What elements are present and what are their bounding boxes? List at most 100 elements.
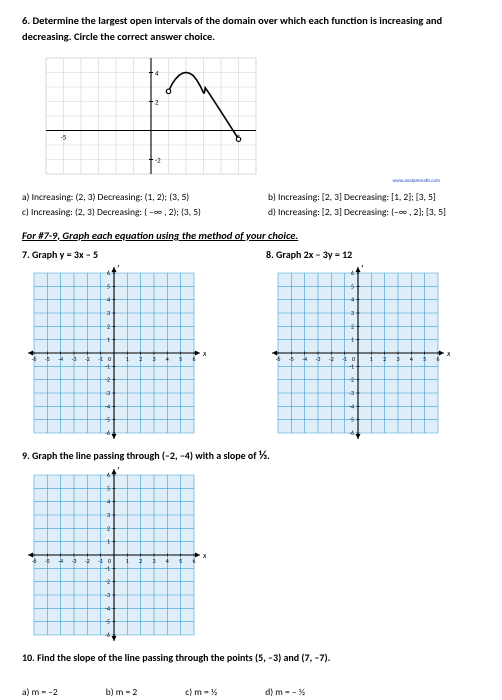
svg-text:-3: -3 xyxy=(72,355,77,363)
svg-text:-6: -6 xyxy=(32,557,37,565)
svg-text:6: 6 xyxy=(351,269,354,277)
svg-text:-4: -4 xyxy=(349,402,354,410)
svg-text:-4: -4 xyxy=(105,402,110,410)
q10-option-b[interactable]: b) m = 2 xyxy=(106,686,137,698)
q6-option-c[interactable]: c) Increasing: (2, 3) Decreasing: ( –∞ ,… xyxy=(22,205,234,219)
svg-text:-5: -5 xyxy=(289,355,294,363)
svg-text:2: 2 xyxy=(351,322,354,330)
svg-text:3: 3 xyxy=(107,511,110,519)
svg-text:-6: -6 xyxy=(32,355,37,363)
q10-option-a[interactable]: a) m = –2 xyxy=(22,686,58,698)
q8-grid: xy-6-6-5-5-4-4-3-3-2-2-1-11122334455660 xyxy=(266,265,480,441)
svg-text:y: y xyxy=(117,467,121,471)
svg-text:-4: -4 xyxy=(58,355,63,363)
svg-text:-2: -2 xyxy=(155,156,161,165)
svg-text:5: 5 xyxy=(179,557,182,565)
svg-text:-3: -3 xyxy=(349,389,354,397)
svg-text:-5: -5 xyxy=(61,133,67,142)
q6-answer-choices: a) Increasing: (2, 3) Decreasing: (1, 2)… xyxy=(22,190,480,219)
svg-text:5: 5 xyxy=(351,282,354,290)
svg-text:0: 0 xyxy=(352,355,355,363)
svg-text:-2: -2 xyxy=(349,376,354,384)
svg-text:4: 4 xyxy=(410,355,413,363)
svg-text:5: 5 xyxy=(179,355,182,363)
svg-text:-1: -1 xyxy=(98,557,103,565)
q7-title: 7. Graph y = 3x – 5 xyxy=(22,248,236,261)
svg-text:2: 2 xyxy=(155,98,159,107)
svg-text:0: 0 xyxy=(108,355,111,363)
svg-text:-1: -1 xyxy=(98,355,103,363)
svg-text:-3: -3 xyxy=(316,355,321,363)
svg-text:1: 1 xyxy=(126,355,129,363)
svg-text:4: 4 xyxy=(166,557,169,565)
q6-prompt-line2: decreasing. Circle the correct answer ch… xyxy=(22,30,480,44)
svg-text:-6: -6 xyxy=(105,631,110,639)
svg-text:-4: -4 xyxy=(302,355,307,363)
svg-text:4: 4 xyxy=(107,498,110,506)
q9-grid: xy-6-6-5-5-4-4-3-3-2-2-1-11122334455660 xyxy=(22,467,480,643)
svg-text:5: 5 xyxy=(107,282,110,290)
q9-title-frac: ⅓ xyxy=(259,449,267,463)
q10-option-c[interactable]: c) m = ½ xyxy=(185,686,217,698)
q8-title: 8. Graph 2x – 3y = 12 xyxy=(266,248,480,261)
svg-text:3: 3 xyxy=(107,309,110,317)
svg-text:-2: -2 xyxy=(85,355,90,363)
q6-prompt-line1: 6. Determine the largest open intervals … xyxy=(22,14,480,28)
svg-text:-1: -1 xyxy=(342,355,347,363)
svg-text:6: 6 xyxy=(436,355,439,363)
section-7-9-heading: For #7-9, Graph each equation using the … xyxy=(22,229,480,242)
svg-text:1: 1 xyxy=(107,336,110,344)
svg-text:1: 1 xyxy=(126,557,129,565)
svg-text:6: 6 xyxy=(192,355,195,363)
svg-text:y: y xyxy=(361,265,365,269)
svg-text:4: 4 xyxy=(107,296,110,304)
svg-text:-5: -5 xyxy=(105,416,110,424)
svg-text:-3: -3 xyxy=(105,389,110,397)
svg-text:2: 2 xyxy=(107,524,110,532)
svg-text:-1: -1 xyxy=(349,362,354,370)
svg-text:-4: -4 xyxy=(58,557,63,565)
svg-text:-2: -2 xyxy=(329,355,334,363)
svg-text:4: 4 xyxy=(351,296,354,304)
svg-text:4: 4 xyxy=(155,69,159,78)
svg-text:x: x xyxy=(446,349,450,359)
q6-option-b[interactable]: b) Increasing: [2, 3] Decreasing: [1, 2]… xyxy=(268,190,480,204)
svg-text:5: 5 xyxy=(423,355,426,363)
svg-text:5: 5 xyxy=(107,484,110,492)
svg-text:-5: -5 xyxy=(45,355,50,363)
svg-text:1: 1 xyxy=(351,336,354,344)
q9-title-post: . xyxy=(267,449,270,462)
svg-text:3: 3 xyxy=(152,557,155,565)
svg-text:y: y xyxy=(117,265,121,269)
svg-text:-6: -6 xyxy=(276,355,281,363)
q7-grid: xy-6-6-5-5-4-4-3-3-2-2-1-11122334455660 xyxy=(22,265,236,441)
svg-text:x: x xyxy=(202,349,206,359)
svg-text:-5: -5 xyxy=(349,416,354,424)
q6-option-a[interactable]: a) Increasing: (2, 3) Decreasing: (1, 2)… xyxy=(22,190,234,204)
svg-text:-1: -1 xyxy=(105,362,110,370)
svg-text:-5: -5 xyxy=(45,557,50,565)
svg-text:6: 6 xyxy=(107,471,110,479)
svg-text:-2: -2 xyxy=(105,376,110,384)
q10-option-d[interactable]: d) m = – ½ xyxy=(265,686,305,698)
svg-text:3: 3 xyxy=(396,355,399,363)
svg-text:1: 1 xyxy=(107,538,110,546)
svg-text:x: x xyxy=(202,551,206,561)
svg-text:3: 3 xyxy=(152,355,155,363)
svg-text:3: 3 xyxy=(351,309,354,317)
svg-text:-2: -2 xyxy=(105,578,110,586)
svg-text:-2: -2 xyxy=(85,557,90,565)
svg-text:-6: -6 xyxy=(349,429,354,437)
svg-text:0: 0 xyxy=(108,557,111,565)
svg-text:-3: -3 xyxy=(72,557,77,565)
svg-text:1: 1 xyxy=(370,355,373,363)
q9-title-pre: 9. Graph the line passing through (–2, –… xyxy=(22,449,259,462)
svg-text:2: 2 xyxy=(139,355,142,363)
q6-attribution: www.analyzemath.com xyxy=(36,178,440,184)
svg-text:2: 2 xyxy=(139,557,142,565)
svg-text:6: 6 xyxy=(107,269,110,277)
svg-text:4: 4 xyxy=(166,355,169,363)
svg-text:-4: -4 xyxy=(105,604,110,612)
q9-title: 9. Graph the line passing through (–2, –… xyxy=(22,449,480,463)
q6-option-d[interactable]: d) Increasing: [2, 3] Decreasing: (–∞ , … xyxy=(268,205,480,219)
